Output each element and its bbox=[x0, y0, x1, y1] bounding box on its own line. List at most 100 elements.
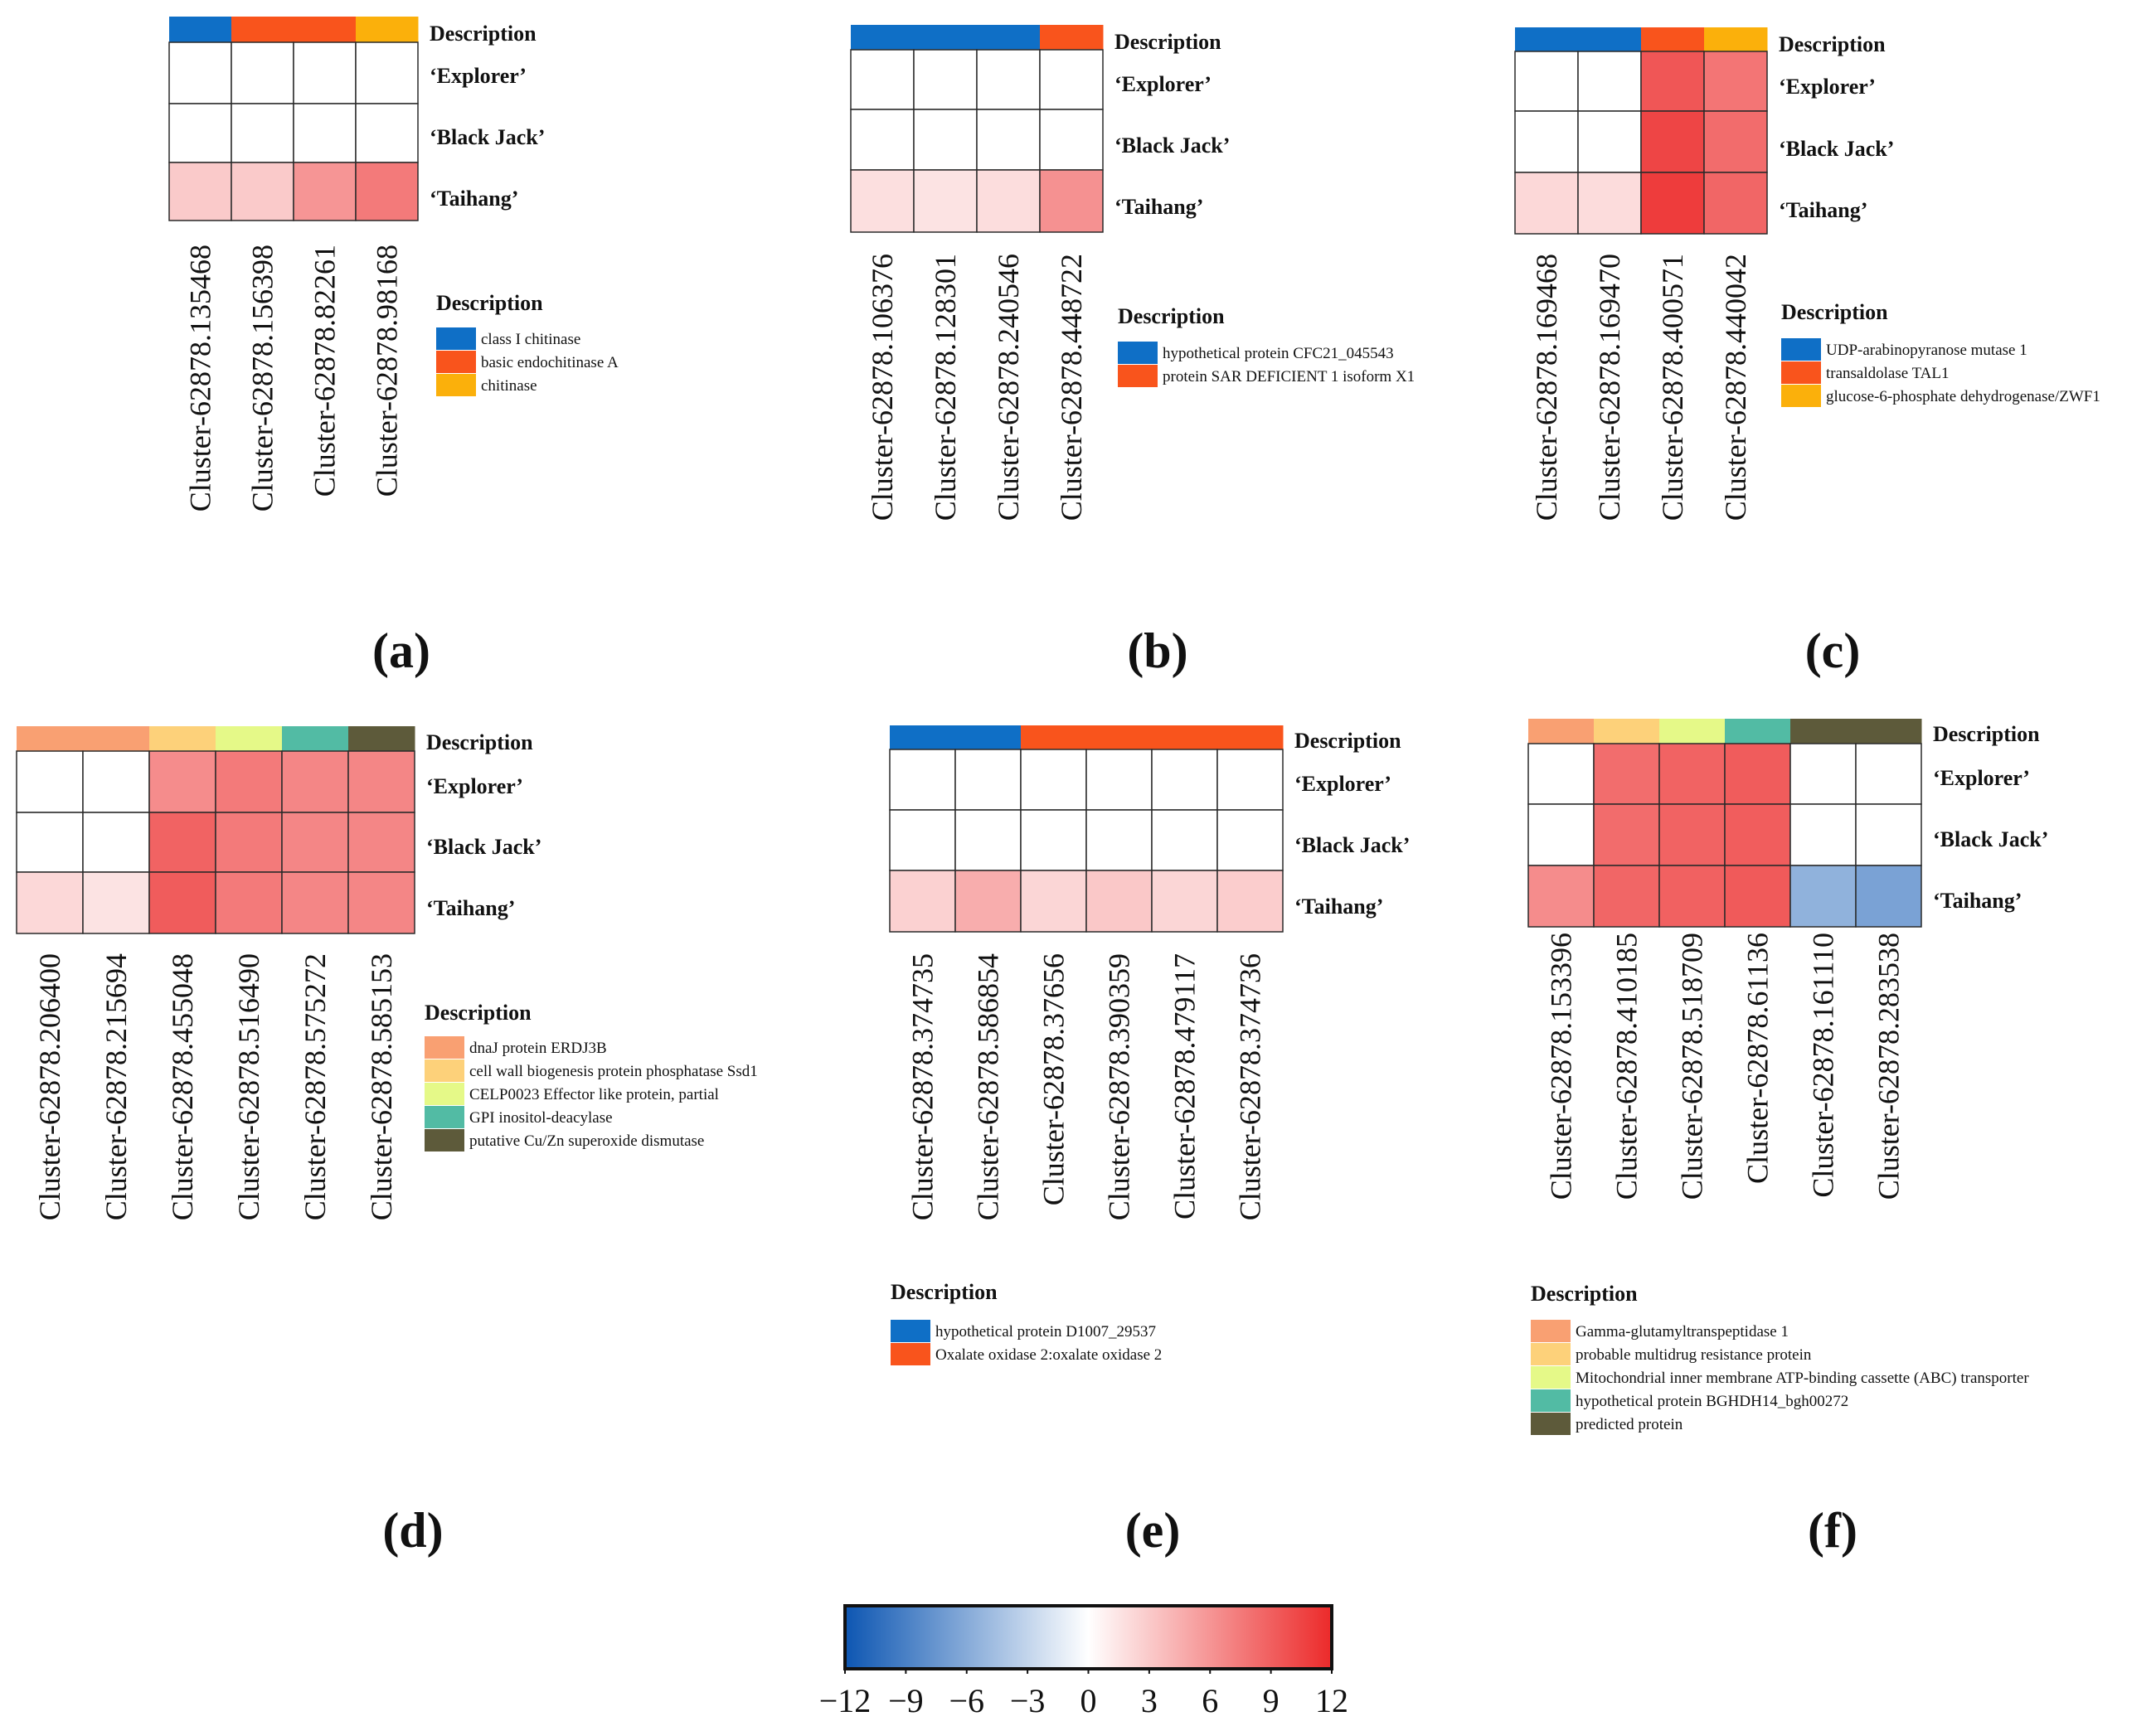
heatmap-cell bbox=[82, 750, 150, 813]
heatmap-cell bbox=[168, 41, 232, 104]
legend-title: Description bbox=[1781, 300, 1888, 324]
heatmap-cell bbox=[1151, 809, 1218, 871]
heatmap-cell bbox=[1039, 49, 1104, 110]
heatmap-cell bbox=[1039, 169, 1104, 233]
column-label: Cluster-62878.169470 bbox=[1593, 254, 1626, 521]
heatmap-cell bbox=[1703, 51, 1768, 112]
column-label: Cluster-62878.575272 bbox=[299, 953, 332, 1220]
legend-title: Description bbox=[1118, 304, 1225, 328]
description-header: Description bbox=[1294, 729, 1401, 753]
heatmap-cell bbox=[1593, 865, 1660, 928]
heatmap-cell bbox=[913, 49, 978, 110]
heatmap-cell bbox=[231, 41, 294, 104]
legend-title: Description bbox=[436, 291, 543, 315]
colorbar-tick-label: 3 bbox=[1141, 1682, 1158, 1719]
heatmap-cell bbox=[1577, 110, 1642, 173]
heatmap-cell bbox=[1577, 172, 1642, 235]
heatmap-cell bbox=[148, 812, 216, 873]
annotation-bar-segment bbox=[294, 17, 357, 42]
annotation-bar-segment bbox=[955, 725, 1022, 749]
legend-label: Oxalate oxidase 2:oxalate oxidase 2 bbox=[935, 1346, 1162, 1364]
heatmap-cell bbox=[1593, 803, 1660, 866]
heatmap-cell bbox=[231, 103, 294, 163]
column-label: Cluster-62878.518709 bbox=[1676, 933, 1709, 1200]
heatmap-cell bbox=[1151, 870, 1218, 933]
heatmap-cell bbox=[347, 750, 415, 813]
legend-label: dnaJ protein ERDJ3B bbox=[469, 1040, 607, 1057]
annotation-bar-segment bbox=[1659, 719, 1726, 744]
annotation-bar-segment bbox=[169, 17, 232, 42]
column-label: Cluster-62878.161110 bbox=[1807, 933, 1840, 1198]
column-label: Cluster-62878.82261 bbox=[308, 245, 342, 497]
heatmap-cell bbox=[1789, 743, 1857, 805]
panel-label: (b) bbox=[1127, 623, 1187, 678]
heatmap-cell bbox=[1855, 743, 1922, 805]
heatmap-cell bbox=[82, 812, 150, 873]
heatmap-cell bbox=[1640, 51, 1705, 112]
legend-swatch bbox=[1531, 1366, 1571, 1389]
annotation-bar-segment bbox=[1040, 25, 1104, 50]
colorbar-tick-label: 0 bbox=[1080, 1682, 1097, 1719]
heatmap-cell bbox=[1789, 865, 1857, 928]
heatmap-panel-d: Description ‘Explorer’ ‘Black Jack’ ‘Taihan… bbox=[16, 726, 758, 1558]
heatmap-cell bbox=[1085, 870, 1153, 933]
legend-title: Description bbox=[425, 1001, 532, 1025]
row-label: ‘Black Jack’ bbox=[1114, 133, 1230, 158]
annotation-bar-segment bbox=[83, 726, 150, 751]
legend-swatch bbox=[1118, 365, 1158, 387]
legend-swatch bbox=[1781, 361, 1821, 384]
legend-swatch bbox=[425, 1129, 464, 1151]
column-label: Cluster-62878.374736 bbox=[1234, 953, 1267, 1220]
heatmap-cell bbox=[215, 812, 283, 873]
heatmap-cell bbox=[1724, 803, 1791, 866]
heatmap-cell bbox=[16, 812, 84, 873]
heatmap-panel-c: Description ‘Explorer’ ‘Black Jack’ ‘Taihan… bbox=[1514, 27, 2100, 678]
colorbar-tick-label: −12 bbox=[819, 1682, 872, 1719]
legend-swatch bbox=[425, 1059, 464, 1082]
panel-label: (d) bbox=[382, 1503, 443, 1558]
legend-swatch bbox=[891, 1320, 930, 1342]
legend-swatch bbox=[1781, 385, 1821, 407]
heatmap-cell bbox=[1216, 870, 1284, 933]
panel-label: (e) bbox=[1125, 1503, 1181, 1558]
heatmap-cell bbox=[281, 871, 349, 934]
heatmap-cell bbox=[913, 169, 978, 233]
column-label: Cluster-62878.156398 bbox=[246, 245, 279, 511]
column-label: Cluster-62878.135468 bbox=[184, 245, 217, 511]
legend-title: Description bbox=[1531, 1282, 1638, 1306]
heatmap-cell bbox=[168, 103, 232, 163]
annotation-bar-segment bbox=[348, 726, 415, 751]
heatmap-cell bbox=[1216, 809, 1284, 871]
heatmap-cell bbox=[1151, 749, 1218, 811]
heatmap-cell bbox=[355, 162, 419, 221]
legend-swatch bbox=[1531, 1343, 1571, 1365]
annotation-bar-segment bbox=[17, 726, 84, 751]
legend-swatch bbox=[436, 327, 476, 350]
heatmap-cell bbox=[215, 871, 283, 934]
row-label: ‘Taihang’ bbox=[1294, 895, 1383, 919]
heatmap-cell bbox=[1085, 749, 1153, 811]
heatmap-cell bbox=[293, 103, 357, 163]
heatmap-cell bbox=[355, 103, 419, 163]
heatmap-cell bbox=[976, 49, 1041, 110]
column-label: Cluster-62878.390359 bbox=[1103, 953, 1136, 1220]
column-label: Cluster-62878.98168 bbox=[371, 245, 404, 497]
heatmap-cell bbox=[1527, 803, 1595, 866]
heatmap-cell bbox=[1085, 809, 1153, 871]
column-label: Cluster-62878.440042 bbox=[1719, 254, 1752, 521]
description-header: Description bbox=[1933, 722, 2040, 746]
heatmap-cell bbox=[82, 871, 150, 934]
legend-label: basic endochitinase A bbox=[481, 354, 619, 371]
heatmap-cell bbox=[1020, 870, 1087, 933]
heatmap-cell bbox=[1658, 803, 1726, 866]
legend-label: cell wall biogenesis protein phosphatase… bbox=[469, 1063, 758, 1080]
heatmap-cell bbox=[1593, 743, 1660, 805]
row-label: ‘Taihang’ bbox=[430, 187, 518, 211]
heatmap-cell bbox=[913, 109, 978, 171]
column-label: Cluster-62878.448722 bbox=[1055, 254, 1088, 521]
heatmap-cell bbox=[231, 162, 294, 221]
row-label: ‘Taihang’ bbox=[1779, 198, 1867, 222]
column-label: Cluster-62878.128301 bbox=[929, 254, 962, 521]
colorbar: −12 −9 −6 −3 0 3 6 9 12 bbox=[819, 1604, 1348, 1719]
